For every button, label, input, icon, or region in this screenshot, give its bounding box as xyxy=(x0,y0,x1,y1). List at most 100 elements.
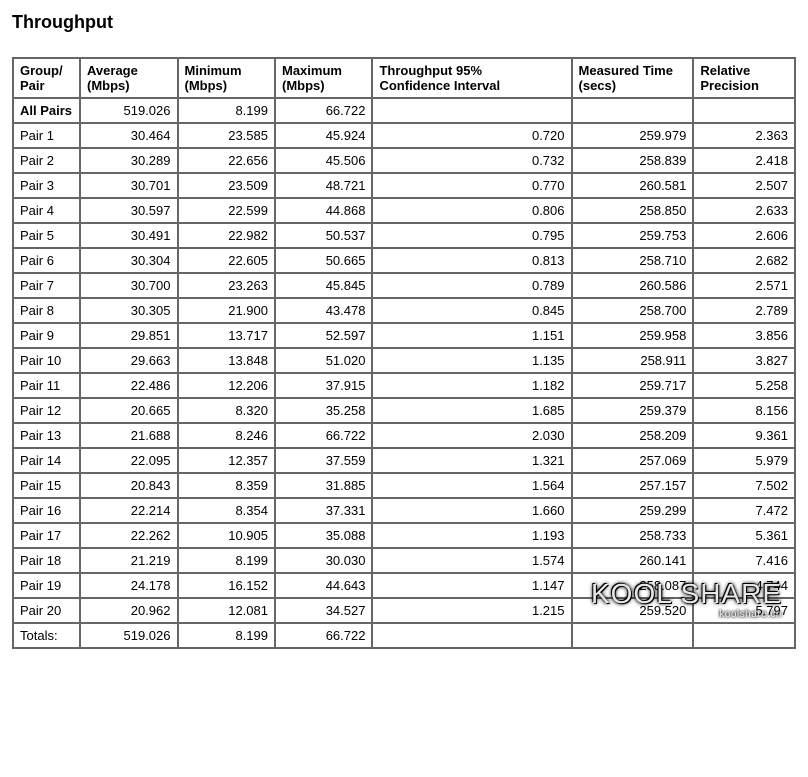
table-row: Pair 1722.26210.90535.0881.193258.7335.3… xyxy=(13,523,795,548)
col-header-minimum: Minimum(Mbps) xyxy=(178,58,275,98)
row-precision: 9.361 xyxy=(693,423,795,448)
row-average: 30.700 xyxy=(80,273,177,298)
row-precision: 2.571 xyxy=(693,273,795,298)
summary-precision xyxy=(693,98,795,123)
row-time: 259.979 xyxy=(572,123,694,148)
row-maximum: 66.722 xyxy=(275,423,372,448)
row-maximum: 44.868 xyxy=(275,198,372,223)
summary-average: 519.026 xyxy=(80,98,177,123)
row-precision: 5.361 xyxy=(693,523,795,548)
row-average: 20.843 xyxy=(80,473,177,498)
row-ci: 1.564 xyxy=(372,473,571,498)
row-time: 258.911 xyxy=(572,348,694,373)
throughput-table: Group/Pair Average(Mbps) Minimum(Mbps) M… xyxy=(12,57,796,649)
row-label: Pair 19 xyxy=(13,573,80,598)
table-row: Pair 530.49122.98250.5370.795259.7532.60… xyxy=(13,223,795,248)
row-precision: 8.156 xyxy=(693,398,795,423)
row-ci: 1.193 xyxy=(372,523,571,548)
table-row: Pair 1220.6658.32035.2581.685259.3798.15… xyxy=(13,398,795,423)
row-minimum: 8.199 xyxy=(178,548,275,573)
row-ci: 2.030 xyxy=(372,423,571,448)
row-label: Pair 20 xyxy=(13,598,80,623)
table-row: Pair 430.59722.59944.8680.806258.8502.63… xyxy=(13,198,795,223)
table-row: Pair 1321.6888.24666.7222.030258.2099.36… xyxy=(13,423,795,448)
row-minimum: 13.848 xyxy=(178,348,275,373)
summary-label: All Pairs xyxy=(13,98,80,123)
row-time: 259.753 xyxy=(572,223,694,248)
row-label: Pair 7 xyxy=(13,273,80,298)
row-average: 30.289 xyxy=(80,148,177,173)
table-row: Pair 929.85113.71752.5971.151259.9583.85… xyxy=(13,323,795,348)
row-precision: 3.827 xyxy=(693,348,795,373)
row-label: Pair 14 xyxy=(13,448,80,473)
row-average: 30.491 xyxy=(80,223,177,248)
row-time: 259.379 xyxy=(572,398,694,423)
row-maximum: 31.885 xyxy=(275,473,372,498)
row-ci: 1.574 xyxy=(372,548,571,573)
row-label: Pair 2 xyxy=(13,148,80,173)
row-ci: 1.182 xyxy=(372,373,571,398)
row-ci: 0.789 xyxy=(372,273,571,298)
row-time: 259.520 xyxy=(572,598,694,623)
col-header-time: Measured Time(secs) xyxy=(572,58,694,98)
row-maximum: 45.845 xyxy=(275,273,372,298)
summary-minimum: 8.199 xyxy=(178,98,275,123)
row-minimum: 21.900 xyxy=(178,298,275,323)
row-minimum: 22.599 xyxy=(178,198,275,223)
table-row: Pair 1422.09512.35737.5591.321257.0695.9… xyxy=(13,448,795,473)
totals-ci xyxy=(372,623,571,648)
row-maximum: 35.258 xyxy=(275,398,372,423)
row-label: Pair 10 xyxy=(13,348,80,373)
row-label: Pair 17 xyxy=(13,523,80,548)
row-minimum: 23.509 xyxy=(178,173,275,198)
row-average: 22.486 xyxy=(80,373,177,398)
row-time: 260.586 xyxy=(572,273,694,298)
row-ci: 1.135 xyxy=(372,348,571,373)
row-time: 260.581 xyxy=(572,173,694,198)
table-row: Pair 1622.2148.35437.3311.660259.2997.47… xyxy=(13,498,795,523)
row-average: 30.597 xyxy=(80,198,177,223)
row-time: 258.710 xyxy=(572,248,694,273)
page-title: Throughput xyxy=(12,12,796,33)
row-precision: 2.418 xyxy=(693,148,795,173)
row-average: 24.178 xyxy=(80,573,177,598)
row-average: 30.305 xyxy=(80,298,177,323)
row-minimum: 8.354 xyxy=(178,498,275,523)
row-average: 22.262 xyxy=(80,523,177,548)
row-precision: 2.363 xyxy=(693,123,795,148)
row-label: Pair 8 xyxy=(13,298,80,323)
row-ci: 0.795 xyxy=(372,223,571,248)
row-maximum: 45.924 xyxy=(275,123,372,148)
table-row: Pair 730.70023.26345.8450.789260.5862.57… xyxy=(13,273,795,298)
row-label: Pair 6 xyxy=(13,248,80,273)
row-average: 22.095 xyxy=(80,448,177,473)
row-precision: 2.507 xyxy=(693,173,795,198)
totals-row: Totals: 519.026 8.199 66.722 xyxy=(13,623,795,648)
row-minimum: 22.656 xyxy=(178,148,275,173)
table-header-row: Group/Pair Average(Mbps) Minimum(Mbps) M… xyxy=(13,58,795,98)
row-label: Pair 16 xyxy=(13,498,80,523)
col-header-average: Average(Mbps) xyxy=(80,58,177,98)
row-maximum: 43.478 xyxy=(275,298,372,323)
totals-minimum: 8.199 xyxy=(178,623,275,648)
row-label: Pair 15 xyxy=(13,473,80,498)
totals-label: Totals: xyxy=(13,623,80,648)
row-precision: 5.797 xyxy=(693,598,795,623)
row-time: 258.209 xyxy=(572,423,694,448)
row-precision: 7.416 xyxy=(693,548,795,573)
row-time: 259.717 xyxy=(572,373,694,398)
row-ci: 1.151 xyxy=(372,323,571,348)
row-ci: 1.660 xyxy=(372,498,571,523)
row-ci: 0.732 xyxy=(372,148,571,173)
row-time: 257.157 xyxy=(572,473,694,498)
row-time: 257.069 xyxy=(572,448,694,473)
row-label: Pair 3 xyxy=(13,173,80,198)
row-label: Pair 9 xyxy=(13,323,80,348)
row-maximum: 37.915 xyxy=(275,373,372,398)
row-ci: 1.685 xyxy=(372,398,571,423)
row-minimum: 13.717 xyxy=(178,323,275,348)
table-row: Pair 1520.8438.35931.8851.564257.1577.50… xyxy=(13,473,795,498)
totals-maximum: 66.722 xyxy=(275,623,372,648)
row-maximum: 37.559 xyxy=(275,448,372,473)
row-label: Pair 5 xyxy=(13,223,80,248)
